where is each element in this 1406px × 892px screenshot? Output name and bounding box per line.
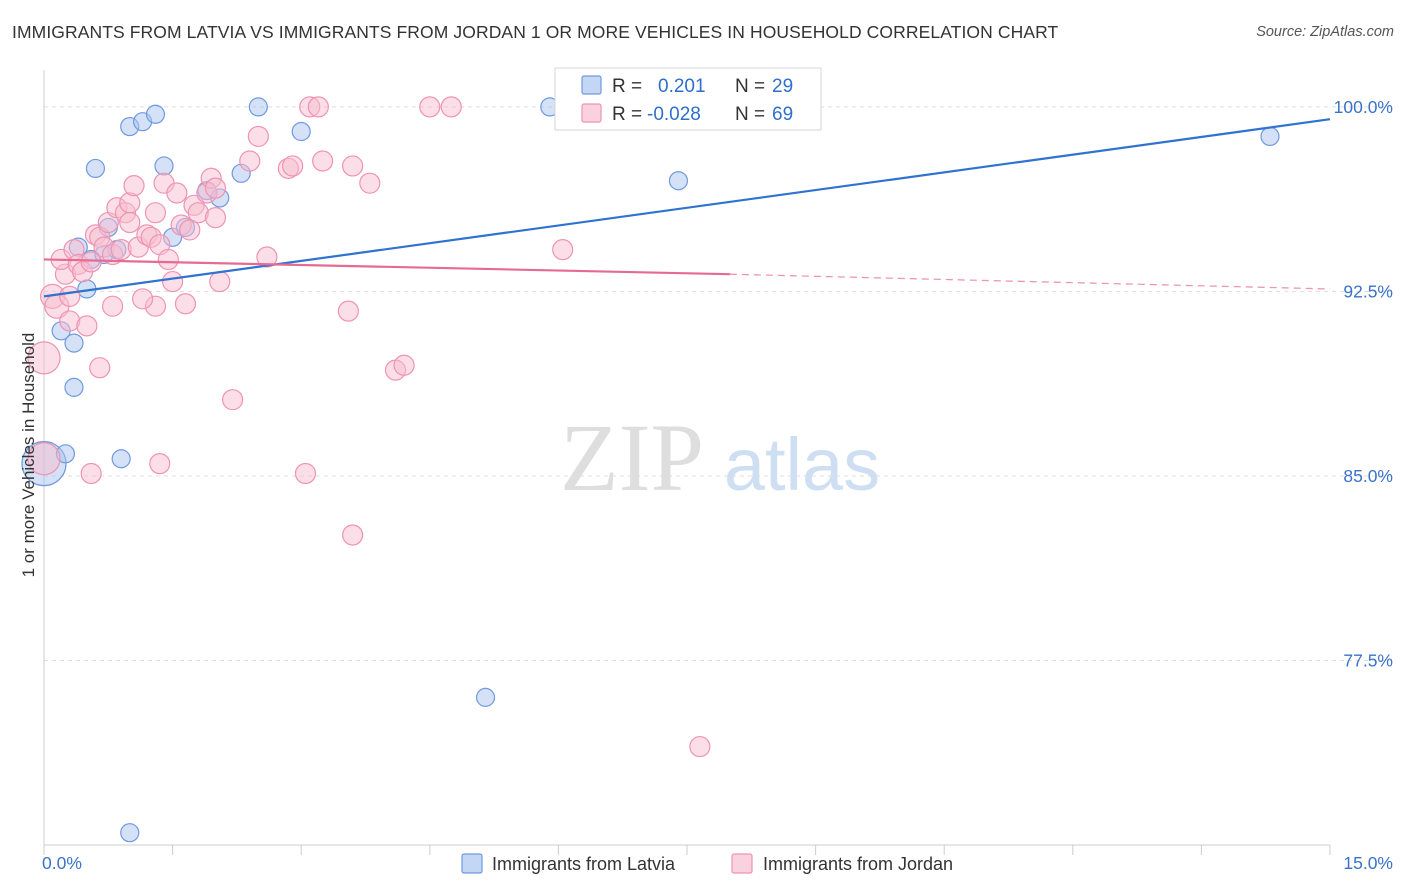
jordan-point-59 [80,462,102,485]
jordan-point-68 [131,288,154,310]
latvia-point-4 [64,377,84,397]
jordan-point-58 [552,239,574,261]
jordan-point-43 [239,150,261,172]
jordan-point-31 [162,270,184,293]
jordan-point-22 [119,211,141,234]
jordan-point-39 [204,177,227,199]
jordan-point-34 [179,219,201,241]
jordan-swatch [581,103,602,123]
latvia-point-2 [64,333,84,353]
watermark-zip: ZIP [560,404,704,511]
latvia-point-14 [145,104,166,124]
jordan-point-61 [294,462,317,485]
jordan-point-64 [174,293,197,315]
latvia-r-label: R = [612,76,642,97]
x-tick-labels: 0.0% 15.0% [42,853,1393,873]
jordan-point-12 [80,251,102,273]
jordan-point-56 [419,96,441,118]
jordan-point-42 [222,389,244,411]
jordan-point-66 [89,357,111,379]
jordan-point-57 [440,96,462,118]
latvia-point-26 [111,449,131,469]
latvia-point-27 [475,687,496,707]
latvia-r-value: 0.201 [658,76,706,97]
trend-line-1 [43,258,730,276]
stats-legend: R = 0.201 N = 29 R = -0.028 N = 69 [554,67,822,131]
jordan-point-62 [342,524,364,546]
jordan-point-11 [76,315,98,337]
latvia-point-15 [154,156,174,176]
latvia-point-25 [1260,126,1280,147]
jordan-point-63 [689,735,711,758]
latvia-point-28 [120,823,140,843]
jordan-point-51 [342,155,364,177]
jordan-point-67 [101,295,124,317]
jordan-point-40 [204,207,227,229]
jordan-point-50 [312,150,334,172]
latvia-point-22 [291,121,311,142]
series-legend: Immigrants from Latvia Immigrants from J… [461,853,953,874]
jordan-r-label: R = [612,104,642,125]
jordan-point-47 [282,155,304,177]
latvia-swatch [581,75,602,95]
jordan-point-30 [157,248,179,271]
x-tick-label-0: 0.0% [42,853,82,873]
grid-lines [44,106,1394,661]
jordan-point-7 [59,285,81,307]
x-tick-label-1: 15.0% [1343,853,1393,873]
source-credit: Source: ZipAtlas.com [1256,24,1394,40]
latvia-point-21 [248,97,268,117]
jordan-n-label: N = [735,104,765,125]
jordan-point-41 [209,270,231,293]
jordan-point-45 [256,246,278,268]
jordan-point-49 [307,96,329,118]
legend-label-latvia: Immigrants from Latvia [492,854,676,874]
y-tick-label-3: 77.5% [1343,650,1393,670]
legend-swatch-latvia [461,853,483,874]
jordan-r-value: -0.028 [647,104,701,125]
jordan-point-52 [337,300,359,322]
latvia-n-value: 29 [772,76,793,97]
jordan-point-27 [144,202,167,224]
latvia-point-24 [668,171,689,191]
watermark-atlas: atlas [724,423,880,506]
y-tick-label-2: 85.0% [1343,466,1393,486]
jordan-point-1 [27,341,61,375]
trend-line-2 [729,273,1331,290]
jordan-point-0 [27,442,61,476]
watermark: ZIP atlas [560,404,880,511]
jordan-point-55 [393,354,415,376]
trend-lines [43,118,1331,298]
jordan-point-60 [149,453,171,475]
series-jordan [27,96,711,758]
jordan-point-32 [166,182,188,204]
legend-swatch-jordan [731,853,753,874]
jordan-point-23 [123,175,145,197]
jordan-n-value: 69 [772,104,793,125]
y-tick-labels: 100.0% 92.5% 85.0% 77.5% [1334,97,1393,671]
latvia-n-label: N = [735,76,765,97]
jordan-point-53 [359,172,381,194]
y-tick-label-0: 100.0% [1334,97,1393,117]
y-axis-label: 1 or more Vehicles in Household [19,333,38,578]
latvia-point-11 [85,158,106,179]
legend-label-jordan: Immigrants from Jordan [763,854,953,874]
trend-line-0 [43,118,1331,298]
y-tick-label-1: 92.5% [1343,281,1393,301]
jordan-point-44 [247,125,269,148]
chart-title: IMMIGRANTS FROM LATVIA VS IMMIGRANTS FRO… [12,22,1059,42]
